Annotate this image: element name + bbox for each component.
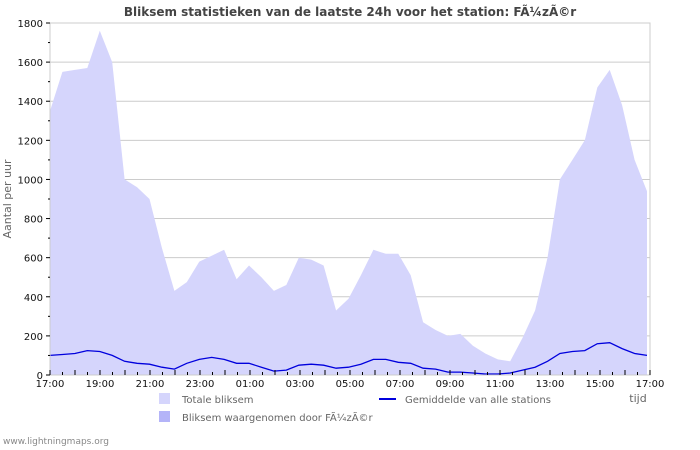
x-tick-label: 19:00 [86, 379, 115, 390]
y-tick-label: 600 [24, 254, 43, 265]
y-tick-label: 1000 [18, 175, 43, 186]
chart-title: Bliksem statistieken van de laatste 24h … [123, 5, 577, 19]
footer-credit: www.lightningmaps.org [3, 437, 109, 447]
y-tick-label: 1400 [18, 97, 43, 108]
x-tick-label: 01:00 [236, 379, 265, 390]
x-tick-label: 07:00 [386, 379, 415, 390]
y-axis-title: Aantal per uur [1, 159, 14, 239]
average-line [49, 342, 648, 375]
x-tick-label: 11:00 [486, 379, 515, 390]
y-tick-label: 1200 [18, 136, 43, 147]
legend-label-station: Bliksem waargenomen door FÃ¼zÃ©r [182, 411, 374, 424]
x-tick-label: 15:00 [586, 379, 615, 390]
legend: Totale bliksem Gemiddelde van alle stati… [159, 393, 551, 424]
y-tick-label: 200 [24, 332, 43, 343]
x-axis: 17:00 19:00 21:00 23:00 01:00 03:00 05:00 07:00… [36, 370, 665, 390]
x-tick-label: 09:00 [436, 379, 465, 390]
y-tick-label: 0 [37, 371, 43, 382]
y-tick-label: 1600 [18, 58, 43, 69]
x-tick-label: 17:00 [636, 379, 665, 390]
y-tick-label: 400 [24, 293, 43, 304]
legend-label-total: Totale bliksem [181, 395, 253, 406]
x-tick-label: 23:00 [186, 379, 215, 390]
y-tick-label: 1800 [18, 19, 43, 30]
y-axis: 0 200 400 600 800 1000 1200 1400 1600 1800 [18, 19, 50, 382]
y-tick-label: 800 [24, 215, 43, 226]
x-axis-title: tijd [629, 392, 646, 405]
legend-swatch-station [159, 411, 170, 422]
x-tick-label: 17:00 [36, 379, 65, 390]
legend-swatch-total [159, 393, 170, 404]
x-tick-label: 13:00 [536, 379, 565, 390]
total-lightning-area [50, 30, 647, 376]
x-tick-label: 05:00 [336, 379, 365, 390]
x-tick-label: 03:00 [286, 379, 315, 390]
legend-label-average: Gemiddelde van alle stations [405, 395, 551, 406]
x-tick-label: 21:00 [136, 379, 165, 390]
